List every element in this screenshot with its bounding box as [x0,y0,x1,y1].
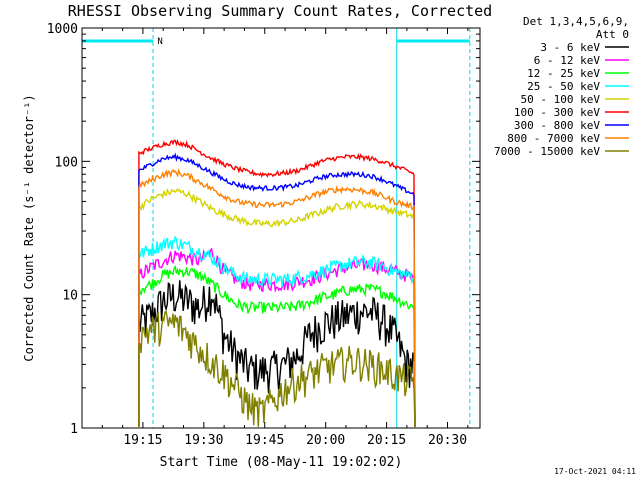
series-line-4 [138,187,416,427]
x-tick-label-5: 20:30 [428,433,467,448]
legend-label-5: 100 - 300 keV [514,106,600,119]
series-line-7 [138,168,416,427]
x-tick-label-3: 20:00 [306,433,345,448]
legend-label-1: 6 - 12 keV [534,54,601,67]
series-line-2 [138,264,416,427]
series-line-0 [138,280,416,427]
series-line-8 [138,310,416,427]
y-tick-label-0: 1 [70,422,78,437]
series-line-3 [138,235,416,427]
y-tick-label-2: 100 [55,155,78,170]
legend-header-line-1: Det 1,3,4,5,6,9, [523,15,629,28]
legend-label-8: 7000 - 15000 keV [494,145,600,158]
timestamp: 17-Oct-2021 04:11 [554,467,636,476]
y-tick-label-3: 1000 [47,22,78,37]
x-tick-label-1: 19:30 [184,433,223,448]
series-line-6 [138,152,416,427]
x-tick-label-4: 20:15 [367,433,406,448]
legend-label-7: 800 - 7000 keV [507,132,600,145]
chart-title: RHESSI Observing Summary Count Rates, Co… [68,2,492,20]
x-tick-label-0: 19:15 [123,433,162,448]
legend-header-line-2: Att 0 [596,28,629,41]
night-label: N [157,37,162,47]
x-axis-label: Start Time (08-May-11 19:02:02) [160,455,403,470]
legend-label-6: 300 - 800 keV [514,119,600,132]
plot-frame [81,27,481,429]
legend-label-0: 3 - 6 keV [540,41,600,54]
legend-label-3: 25 - 50 keV [527,80,600,93]
axes: 19:15 19:30 19:45 20:00 20:15 20:30 1 10 100 1000 [47,22,480,448]
y-axis-label: Corrected Count Rate (s⁻¹ detector⁻¹) [22,94,36,361]
series-line-5 [138,138,416,427]
series-line-1 [138,247,416,427]
y-tick-label-1: 10 [62,289,78,304]
x-tick-label-2: 19:45 [245,433,284,448]
legend-label-2: 12 - 25 keV [527,67,600,80]
legend-label-4: 50 - 100 keV [521,93,601,106]
series-layer [138,138,416,427]
